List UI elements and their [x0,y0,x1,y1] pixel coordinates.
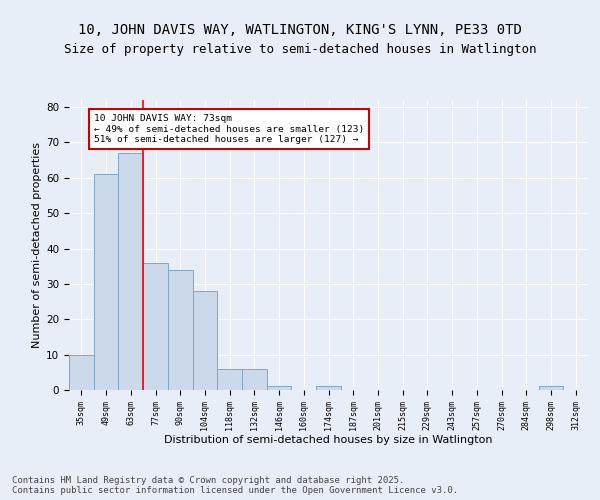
Bar [94,174,118,390]
Bar [69,354,94,390]
Bar [267,386,292,390]
Text: Contains HM Land Registry data © Crown copyright and database right 2025.
Contai: Contains HM Land Registry data © Crown c… [12,476,458,495]
X-axis label: Distribution of semi-detached houses by size in Watlington: Distribution of semi-detached houses by … [164,436,493,446]
Bar [193,291,217,390]
Bar [316,386,341,390]
Bar [143,262,168,390]
Bar [539,386,563,390]
Bar [118,153,143,390]
Text: Size of property relative to semi-detached houses in Watlington: Size of property relative to semi-detach… [64,42,536,56]
Bar [242,369,267,390]
Text: 10 JOHN DAVIS WAY: 73sqm
← 49% of semi-detached houses are smaller (123)
51% of : 10 JOHN DAVIS WAY: 73sqm ← 49% of semi-d… [94,114,364,144]
Bar [168,270,193,390]
Text: 10, JOHN DAVIS WAY, WATLINGTON, KING'S LYNN, PE33 0TD: 10, JOHN DAVIS WAY, WATLINGTON, KING'S L… [78,22,522,36]
Y-axis label: Number of semi-detached properties: Number of semi-detached properties [32,142,42,348]
Bar [217,369,242,390]
